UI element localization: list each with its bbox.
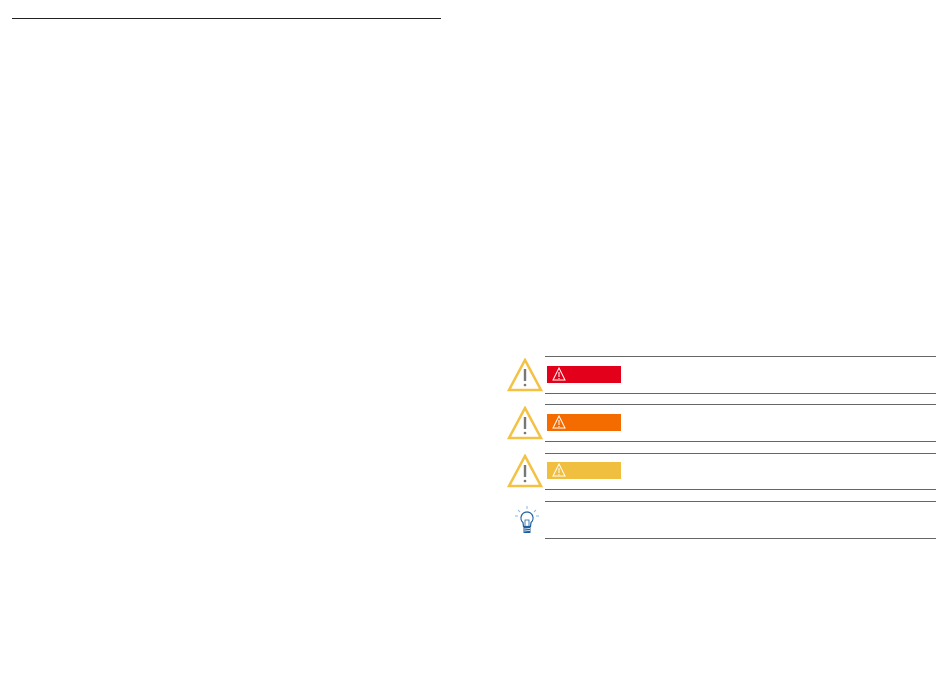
header-rule: [12, 18, 441, 19]
rule: [545, 356, 936, 357]
notice-tip: [505, 501, 936, 539]
rule: [545, 501, 936, 502]
caution-signal-bar: [547, 462, 621, 479]
warning-triangle-icon: [552, 415, 566, 429]
notice-danger: [505, 356, 936, 394]
rule: [545, 489, 936, 490]
lightbulb-icon: [515, 506, 539, 533]
danger-signal-bar: [547, 366, 621, 383]
warning-triangle-icon: [552, 463, 566, 477]
warning-triangle-icon: [507, 454, 543, 488]
rule: [545, 404, 936, 405]
warning-triangle-icon: [507, 406, 543, 440]
warning-signal-bar: [547, 414, 621, 431]
rule: [545, 393, 936, 394]
warning-triangle-icon: [507, 358, 543, 392]
notice-caution: [505, 453, 936, 490]
notice-warning: [505, 404, 936, 442]
rule: [545, 453, 936, 454]
rule: [545, 538, 936, 539]
warning-triangle-icon: [552, 367, 566, 381]
rule: [545, 441, 936, 442]
